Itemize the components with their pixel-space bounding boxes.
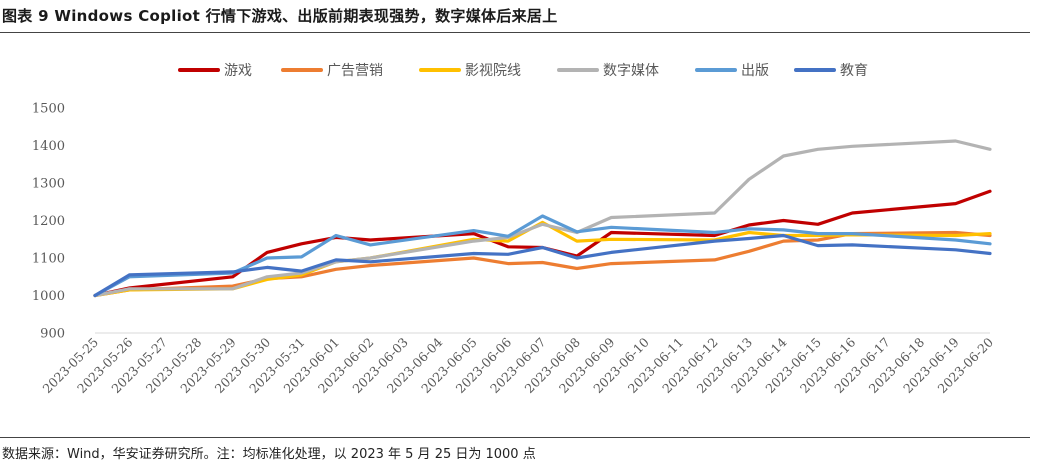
y-tick-label: 1000 xyxy=(32,289,65,304)
chart-legend: 游戏 广告营销 影视院线 数字媒体 出版 教育 xyxy=(178,63,868,79)
series-lines xyxy=(93,139,992,298)
x-axis: 2023-05-252023-05-262023-05-272023-05-28… xyxy=(40,334,997,396)
series-line xyxy=(93,230,992,298)
y-tick-label: 1100 xyxy=(32,252,65,267)
series-line xyxy=(93,139,992,298)
top-rule xyxy=(0,32,1030,33)
source-note: 数据来源：Wind，华安证券研究所。注：均标准化处理，以 2023 年 5 月 … xyxy=(2,447,536,462)
legend-label: 教育 xyxy=(840,63,868,79)
series-line xyxy=(93,214,992,298)
bottom-rule xyxy=(0,437,1030,438)
legend-label: 数字媒体 xyxy=(603,63,659,79)
y-tick-label: 1500 xyxy=(32,102,65,117)
y-tick-label: 1200 xyxy=(32,214,65,229)
legend-label: 广告营销 xyxy=(327,63,383,79)
series-line xyxy=(93,233,992,298)
figure-title: 图表 9 Windows Copliot 行情下游戏、出版前期表现强势，数字媒体… xyxy=(2,7,558,25)
legend-label: 游戏 xyxy=(224,63,252,79)
line-chart: 游戏 广告营销 影视院线 数字媒体 出版 教育 900 1000 1100 1200 1300 14… xyxy=(32,63,997,396)
series-line xyxy=(93,220,992,298)
y-axis: 900 1000 1100 1200 1300 1400 1500 xyxy=(32,102,65,342)
series-line xyxy=(93,189,992,298)
y-tick-label: 1400 xyxy=(32,139,65,154)
legend-label: 影视院线 xyxy=(465,63,521,79)
y-tick-label: 1300 xyxy=(32,177,65,192)
y-tick-label: 900 xyxy=(40,327,65,342)
legend-label: 出版 xyxy=(741,63,769,79)
